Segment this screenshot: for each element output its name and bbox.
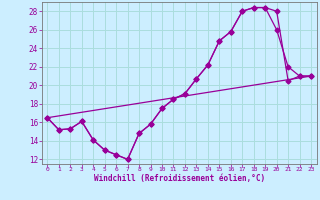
X-axis label: Windchill (Refroidissement éolien,°C): Windchill (Refroidissement éolien,°C): [94, 174, 265, 183]
